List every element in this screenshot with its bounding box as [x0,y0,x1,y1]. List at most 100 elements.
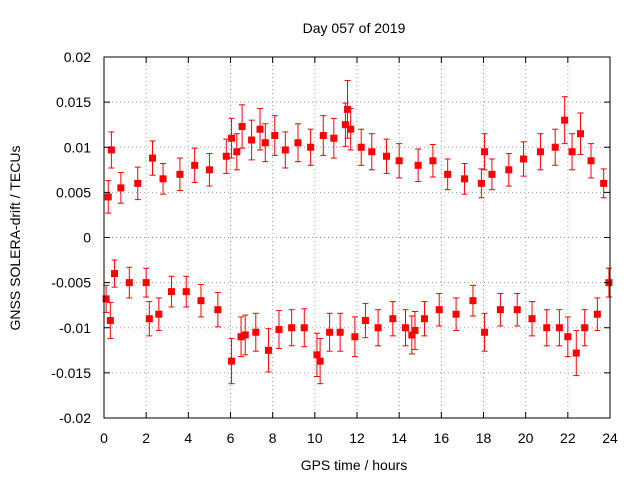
data-point [496,292,504,327]
data-point [148,140,156,176]
point-marker [435,306,443,314]
y-tick-label: -0.015 [51,365,91,381]
data-point [444,158,452,191]
point-marker [564,333,572,341]
point-marker [414,161,422,169]
data-point [167,275,175,308]
point-marker [411,326,419,334]
point-marker [587,157,595,165]
point-marker [593,310,601,318]
point-marker [528,315,536,323]
point-marker [344,105,352,113]
point-marker [374,324,382,332]
y-tick-label: 0 [83,230,91,246]
data-point [564,316,572,358]
point-marker [134,179,142,187]
y-tick-label: 0.02 [64,49,91,65]
data-series [102,79,613,385]
point-marker [461,175,469,183]
data-point [528,301,536,337]
y-tick-label: -0.01 [59,320,91,336]
point-marker [330,134,338,142]
x-tick-label: 24 [602,430,618,446]
data-point [222,138,230,174]
point-marker [600,179,608,187]
point-marker [222,152,230,160]
data-point [561,96,569,145]
data-point [237,316,245,358]
point-marker [176,170,184,178]
data-point [205,153,213,187]
point-marker [576,130,584,138]
data-point [248,119,256,161]
data-point [176,157,184,192]
x-tick-label: 14 [391,430,407,446]
data-point [125,266,133,299]
point-marker [117,184,125,192]
point-marker [401,324,409,332]
chart-title: Day 057 of 2019 [303,20,406,36]
point-marker [561,116,569,124]
point-marker [408,331,416,339]
point-marker [205,166,213,174]
point-marker [444,170,452,178]
data-point [252,312,260,352]
point-marker [536,148,544,156]
point-marker [469,297,477,305]
point-marker [107,146,115,154]
data-point [555,309,563,347]
point-marker [125,279,133,287]
point-marker [148,154,156,162]
data-point [481,133,489,171]
point-marker [368,148,376,156]
point-marker [429,157,437,165]
point-marker [420,315,428,323]
point-marker [481,328,489,336]
data-point [420,301,428,337]
point-marker [233,148,241,156]
data-point [568,133,576,171]
point-marker [155,310,163,318]
point-marker [238,122,246,130]
data-point [576,112,584,155]
point-marker [167,288,175,296]
data-point [461,162,469,195]
data-point [228,338,236,385]
point-marker [341,121,349,129]
data-point [155,297,163,331]
point-marker [496,306,504,314]
data-point [313,332,321,377]
data-point [228,117,236,159]
data-point [142,267,150,298]
point-marker [572,349,580,357]
point-marker [520,155,528,163]
data-point [435,292,443,327]
data-point [408,315,416,355]
data-point [477,168,485,199]
y-axis-label: GNSS SOLERA-drift / TECUs [7,146,23,331]
data-point [581,309,589,347]
point-marker [581,324,589,332]
data-point [551,128,559,166]
data-point [241,314,249,356]
point-marker [336,328,344,336]
data-point [111,259,119,288]
point-marker [271,132,279,140]
point-marker [452,310,460,318]
point-marker [300,324,308,332]
point-marker [248,136,256,144]
point-marker [145,315,153,323]
data-point [505,153,513,187]
point-marker [357,143,365,151]
data-point [319,115,327,156]
x-axis-label: GPS time / hours [301,457,408,473]
data-point [191,147,199,183]
data-point [256,107,264,151]
point-marker [252,328,260,336]
point-marker [389,315,397,323]
y-tick-label: 0.005 [56,184,91,200]
data-point [316,338,324,385]
point-marker [281,146,289,154]
point-marker [326,328,334,336]
